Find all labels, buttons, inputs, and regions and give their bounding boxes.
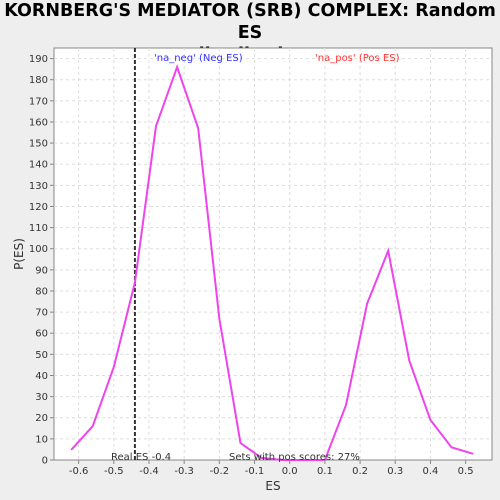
pos-es-label: 'na_pos' (Pos ES) <box>315 53 400 64</box>
data-point <box>239 442 242 444</box>
x-tick-label: -0.4 <box>139 466 159 477</box>
data-point <box>155 125 157 127</box>
y-tick-label: 150 <box>29 139 48 150</box>
data-point <box>345 404 347 406</box>
data-point <box>260 457 263 459</box>
x-tick-label: 0.1 <box>317 466 333 477</box>
data-point <box>281 459 284 461</box>
data-point <box>366 302 368 305</box>
y-tick-label: 40 <box>35 371 48 382</box>
data-point <box>91 425 94 427</box>
x-tick-label: 0.5 <box>458 466 474 477</box>
neg-es-label: 'na_neg' (Neg ES) <box>154 53 243 64</box>
data-point <box>134 281 136 284</box>
y-tick-label: 50 <box>35 350 48 361</box>
y-tick-label: 170 <box>29 96 48 107</box>
x-axis: -0.6 -0.5 -0.4 -0.3 -0.2 -0.1 0.0 0.1 0.2 0.3 0.4 0… <box>69 460 474 477</box>
y-tick-label: 130 <box>29 181 48 192</box>
y-axis-label: P(ES) <box>12 238 26 270</box>
data-point <box>113 366 115 368</box>
data-point <box>302 459 305 461</box>
es-distribution-line <box>70 63 473 461</box>
y-tick-label: 160 <box>29 117 48 128</box>
plot-area <box>53 47 493 461</box>
data-point <box>387 250 390 252</box>
y-tick-label: 100 <box>29 244 48 255</box>
data-point <box>70 448 73 451</box>
x-tick-label: -0.3 <box>174 466 194 477</box>
x-tick-label: 0.2 <box>352 466 368 477</box>
y-tick-label: 60 <box>35 329 48 340</box>
data-point <box>176 66 178 68</box>
y-tick-label: 0 <box>42 456 48 467</box>
data-point <box>471 452 474 455</box>
grid <box>54 48 492 460</box>
data-point <box>429 419 432 421</box>
y-tick-label: 120 <box>29 202 48 213</box>
x-tick-label: 0.3 <box>387 466 403 477</box>
series-layer <box>70 63 474 461</box>
y-axis: 0 10 20 30 40 50 60 70 80 90 100 110 120 130 140 150 160… <box>29 54 54 467</box>
data-point <box>197 127 200 130</box>
y-tick-label: 20 <box>35 413 48 424</box>
x-tick-label: -0.1 <box>245 466 265 477</box>
data-point <box>450 446 453 449</box>
y-tick-label: 30 <box>35 392 48 403</box>
x-tick-label: -0.2 <box>210 466 230 477</box>
x-tick-label: -0.6 <box>69 466 89 477</box>
y-tick-label: 190 <box>29 54 48 65</box>
y-tick-label: 90 <box>35 265 48 276</box>
x-tick-label: -0.5 <box>104 466 124 477</box>
x-axis-label: ES <box>265 479 280 493</box>
data-point <box>218 317 221 320</box>
real-es-label: Real ES -0.4 <box>111 452 171 463</box>
x-tick-label: 0.4 <box>422 466 438 477</box>
y-tick-label: 110 <box>29 223 48 234</box>
pos-scores-label: Sets with pos scores: 27% <box>229 452 360 463</box>
y-tick-label: 10 <box>35 434 48 445</box>
data-point <box>408 359 411 362</box>
x-tick-label: 0.0 <box>282 466 298 477</box>
y-tick-label: 180 <box>29 75 48 86</box>
y-tick-label: 140 <box>29 160 48 171</box>
y-tick-label: 70 <box>35 308 48 319</box>
y-tick-label: 80 <box>35 286 48 297</box>
